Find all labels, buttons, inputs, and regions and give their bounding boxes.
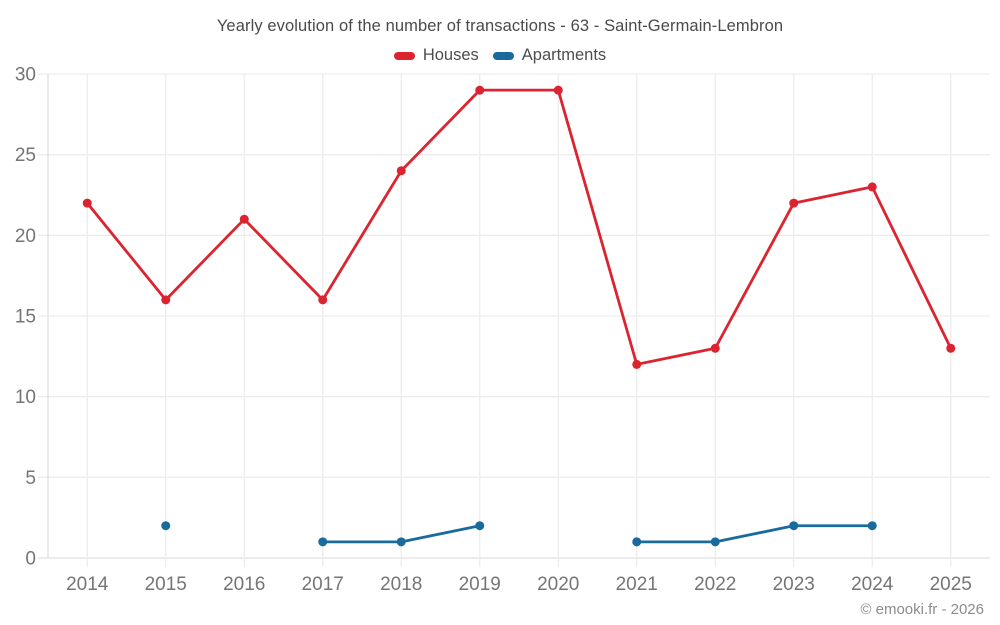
- houses-swatch-icon: [393, 51, 415, 60]
- data-point-apartments: [710, 537, 720, 547]
- data-point-houses: [396, 166, 406, 176]
- x-tick-label: 2021: [616, 574, 658, 595]
- x-tick-label: 2016: [223, 574, 265, 595]
- data-point-houses: [318, 295, 328, 305]
- x-tick-label: 2018: [380, 574, 422, 595]
- data-point-apartments: [396, 537, 406, 547]
- y-tick-label: 15: [15, 307, 36, 328]
- data-point-houses: [789, 198, 799, 208]
- apartments-swatch-icon: [492, 51, 514, 60]
- x-tick-label: 2014: [66, 574, 109, 595]
- x-tick-label: 2019: [459, 574, 501, 595]
- series-line-houses: [85, 88, 953, 366]
- x-tick-label: 2022: [694, 574, 736, 595]
- series-line-apartments: [635, 524, 874, 544]
- y-tick-label: 5: [25, 468, 36, 489]
- x-tick-label: 2024: [851, 574, 894, 595]
- data-point-apartments: [867, 521, 877, 531]
- data-point-houses: [161, 295, 171, 305]
- x-tick-label: 2025: [930, 574, 972, 595]
- data-point-houses: [946, 343, 956, 353]
- y-tick-label: 20: [15, 226, 36, 247]
- copyright-footer: © emooki.fr - 2026: [860, 601, 984, 618]
- data-point-apartments: [789, 521, 799, 531]
- legend-item-apartments[interactable]: Apartments: [492, 46, 607, 65]
- y-tick-label: 30: [15, 65, 36, 86]
- y-tick-label: 25: [15, 145, 36, 166]
- data-point-apartments: [475, 521, 485, 531]
- x-tick-label: 2015: [145, 574, 187, 595]
- legend-item-houses[interactable]: Houses: [393, 46, 479, 65]
- data-point-houses: [82, 198, 92, 208]
- data-point-houses: [867, 182, 877, 192]
- legend-label-houses: Houses: [422, 46, 479, 64]
- chart-title: Yearly evolution of the number of transa…: [216, 17, 784, 35]
- data-point-apartments: [632, 537, 642, 547]
- chart-legend: Houses Apartments: [0, 46, 1000, 65]
- data-point-apartments: [161, 521, 171, 531]
- x-tick-label: 2020: [537, 574, 579, 595]
- x-tick-label: 2023: [773, 574, 815, 595]
- data-point-houses: [632, 359, 642, 369]
- data-point-houses: [239, 214, 249, 224]
- legend-label-apartments: Apartments: [521, 46, 607, 64]
- y-tick-label: 0: [25, 549, 36, 570]
- data-point-apartments: [318, 537, 328, 547]
- data-point-houses: [553, 85, 563, 95]
- data-point-houses: [710, 343, 720, 353]
- data-point-houses: [475, 85, 485, 95]
- y-tick-label: 10: [15, 387, 36, 408]
- x-tick-label: 2017: [302, 574, 344, 595]
